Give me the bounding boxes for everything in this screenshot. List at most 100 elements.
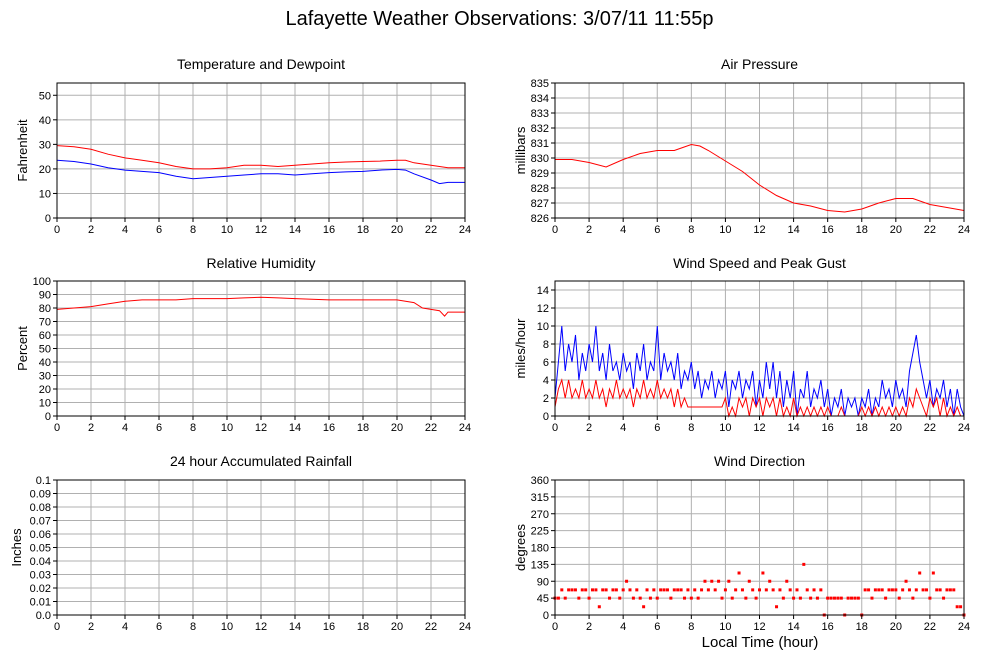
data-point <box>771 588 775 592</box>
y-tick-label: 0.09 <box>30 489 51 501</box>
y-tick-label: 14 <box>537 285 549 297</box>
data-point <box>625 579 629 583</box>
x-tick-label: 14 <box>787 422 799 434</box>
data-point <box>747 579 751 583</box>
x-tick-label: 12 <box>255 422 267 434</box>
x-tick-label: 12 <box>753 224 765 236</box>
x-tick-label: 16 <box>822 422 834 434</box>
y-axis-label: miles/hour <box>513 318 528 379</box>
chart-title: Wind Speed and Peak Gust <box>673 255 846 271</box>
x-tick-label: 16 <box>822 224 834 236</box>
y-axis-label: degrees <box>513 524 528 571</box>
x-tick-label: 8 <box>688 422 694 434</box>
x-tick-label: 0 <box>54 621 60 633</box>
x-tick-label: 24 <box>958 422 970 434</box>
y-tick-label: 4 <box>543 375 549 387</box>
x-tick-label: 8 <box>190 621 196 633</box>
data-point <box>604 588 608 592</box>
x-tick-label: 12 <box>255 224 267 236</box>
y-tick-label: 40 <box>39 115 51 127</box>
data-point <box>628 588 632 592</box>
x-tick-label: 14 <box>289 224 301 236</box>
x-tick-label: 0 <box>54 422 60 434</box>
x-tick-label: 4 <box>620 422 626 434</box>
y-tick-label: 30 <box>39 139 51 151</box>
series-line <box>554 378 964 418</box>
y-tick-label: 832 <box>531 123 549 135</box>
data-point <box>645 588 649 592</box>
y-tick-label: 0.08 <box>30 502 51 514</box>
data-point <box>812 588 816 592</box>
y-tick-label: 50 <box>39 90 51 102</box>
x-tick-label: 18 <box>856 422 868 434</box>
data-point <box>683 596 687 600</box>
x-tick-label: 14 <box>787 621 799 633</box>
x-tick-label: 8 <box>190 224 196 236</box>
x-tick-label: 24 <box>459 224 471 236</box>
x-tick-label: 18 <box>856 621 868 633</box>
x-tick-label: 14 <box>289 621 301 633</box>
data-point <box>710 579 714 583</box>
x-tick-label: 24 <box>958 224 970 236</box>
y-tick-label: 360 <box>531 475 549 487</box>
data-point <box>665 588 669 592</box>
data-point <box>781 596 785 600</box>
y-tick-label: 831 <box>531 138 549 150</box>
data-point <box>679 588 683 592</box>
data-point <box>778 588 782 592</box>
x-tick-label: 4 <box>122 422 128 434</box>
data-point <box>642 605 646 609</box>
data-point <box>938 588 942 592</box>
data-point <box>621 588 625 592</box>
x-tick-label: 16 <box>323 422 335 434</box>
x-tick-label: 0 <box>552 422 558 434</box>
chart-title: Air Pressure <box>721 56 798 72</box>
y-tick-label: 0.01 <box>30 597 51 609</box>
data-point <box>560 588 564 592</box>
y-tick-label: 0.07 <box>30 516 51 528</box>
y-tick-label: 20 <box>39 384 51 396</box>
y-tick-label: 0.0 <box>36 610 51 622</box>
data-point <box>880 588 884 592</box>
series-line <box>554 325 965 417</box>
x-tick-label: 4 <box>122 621 128 633</box>
y-tick-label: 830 <box>531 153 549 165</box>
y-tick-label: 135 <box>531 559 549 571</box>
data-point <box>608 596 612 600</box>
data-point <box>727 579 731 583</box>
data-point <box>672 588 676 592</box>
x-tick-label: 14 <box>289 422 301 434</box>
y-tick-label: 0.1 <box>36 475 51 487</box>
data-point <box>689 596 693 600</box>
data-point <box>590 588 594 592</box>
data-point <box>925 588 929 592</box>
y-tick-label: 833 <box>531 108 549 120</box>
data-point <box>570 588 574 592</box>
y-tick-label: 10 <box>537 321 549 333</box>
y-tick-label: 10 <box>39 188 51 200</box>
x-tick-label: 2 <box>88 621 94 633</box>
x-tick-label: 22 <box>924 224 936 236</box>
data-point <box>573 588 577 592</box>
x-tick-label: 20 <box>890 621 902 633</box>
data-point <box>785 579 789 583</box>
y-axis-label: Fahrenheit <box>15 119 30 182</box>
x-tick-label: 4 <box>620 224 626 236</box>
x-axis-label: Local Time (hour) <box>701 634 819 651</box>
data-point <box>846 596 850 600</box>
y-tick-label: 0 <box>45 411 51 423</box>
chart-title: Wind Direction <box>714 453 805 469</box>
data-point <box>614 588 618 592</box>
y-tick-label: 90 <box>537 576 549 588</box>
data-point <box>611 588 615 592</box>
x-tick-label: 16 <box>323 224 335 236</box>
x-tick-label: 2 <box>88 224 94 236</box>
y-tick-label: 180 <box>531 543 549 555</box>
data-point <box>659 588 663 592</box>
y-tick-label: 90 <box>39 290 51 302</box>
data-point <box>652 588 656 592</box>
data-point <box>904 579 908 583</box>
x-tick-label: 2 <box>586 224 592 236</box>
